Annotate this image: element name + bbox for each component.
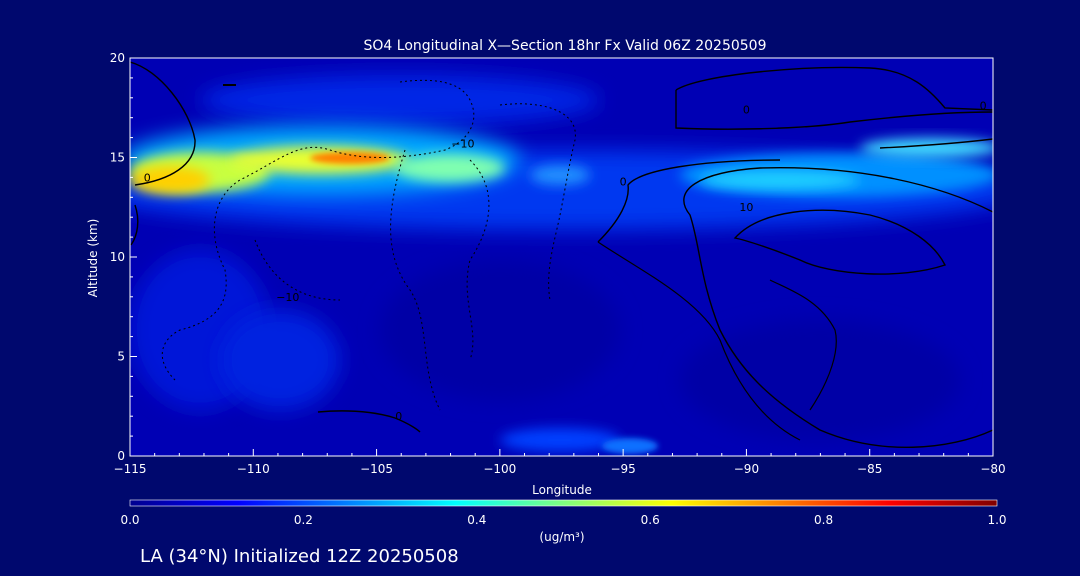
x-tick-label: −85 <box>857 462 882 476</box>
x-axis-label: Longitude <box>532 483 592 497</box>
footer-location-text: LA (34°N) Initialized 12Z 20250508 <box>140 546 459 567</box>
plot-area: 0 −10 0 0 10 0 −10 0 <box>130 58 993 456</box>
x-axis: −115 −110 −105 −100 −95 −90 −85 −80 <box>114 449 1006 476</box>
field-shading <box>130 75 993 454</box>
colorbar-tick-label: 0.6 <box>641 513 660 527</box>
colorbar-gradient <box>129 499 998 507</box>
y-axis: 0 5 10 15 20 <box>110 51 137 463</box>
x-tick-label: −80 <box>980 462 1005 476</box>
contour-label: 0 <box>144 171 151 184</box>
contour-label: 0 <box>395 410 402 423</box>
contour-label: 10 <box>739 201 753 214</box>
contour-label: 0 <box>980 100 987 113</box>
x-tick-label: −105 <box>360 462 393 476</box>
y-tick-label: 5 <box>117 350 125 364</box>
colorbar-tick-label: 0.2 <box>294 513 313 527</box>
colorbar-tick-label: 1.0 <box>987 513 1006 527</box>
colorbar: 0.0 0.2 0.4 0.6 0.8 1.0 (ug/m³) <box>120 499 1007 544</box>
colorbar-units: (ug/m³) <box>539 530 584 544</box>
colorbar-tick-label: 0.8 <box>814 513 833 527</box>
contour-lines <box>130 61 993 448</box>
colorbar-tick-label: 0.0 <box>120 513 139 527</box>
contour-label: 0 <box>743 104 750 117</box>
x-tick-label: −110 <box>237 462 270 476</box>
x-tick-label: −100 <box>483 462 516 476</box>
x-tick-label: −90 <box>734 462 759 476</box>
y-axis-label: Altitude (km) <box>86 219 100 298</box>
y-tick-label: 10 <box>110 250 125 264</box>
y-tick-label: 0 <box>117 449 125 463</box>
y-tick-label: 20 <box>110 51 125 65</box>
colorbar-tick-label: 0.4 <box>467 513 486 527</box>
y-tick-label: 15 <box>110 151 125 165</box>
contour-label: −10 <box>451 138 474 151</box>
contour-label: −10 <box>276 291 299 304</box>
contour-label: 0 <box>620 175 627 188</box>
chart-title: SO4 Longitudinal X—Section 18hr Fx Valid… <box>364 38 767 54</box>
contour-labels: 0 −10 0 0 10 0 −10 0 <box>144 100 987 423</box>
x-tick-label: −95 <box>610 462 635 476</box>
colorbar-ticks: 0.0 0.2 0.4 0.6 0.8 1.0 <box>120 513 1006 527</box>
x-tick-label: −115 <box>114 462 147 476</box>
